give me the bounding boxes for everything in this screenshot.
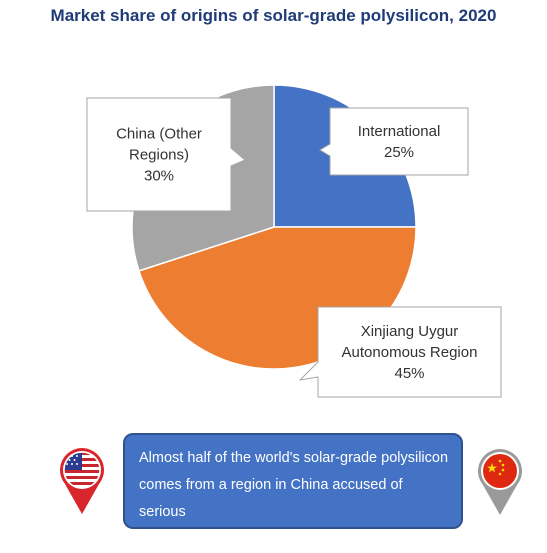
data-label-3: China (Other Regions) 30%	[86, 97, 246, 212]
pie-labels: International 25% Xinjiang Uygur Autonomous…	[86, 97, 502, 398]
summary-callout: Almost half of the world's solar-grade p…	[123, 433, 463, 547]
label-box-3	[86, 97, 246, 212]
data-label-1: International 25%	[319, 107, 469, 176]
label-box-2	[298, 306, 502, 398]
data-label-2: Xinjiang Uygur Autonomous Region 45%	[298, 306, 502, 398]
label-line-3-3: 30%	[144, 168, 174, 185]
label-line-2-1: Xinjiang Uygur	[361, 323, 459, 340]
label-line-1-2: 25%	[384, 144, 414, 161]
pie-chart: International 25% Xinjiang Uygur Autonomous…	[86, 84, 502, 398]
label-line-3-2: Regions)	[129, 147, 189, 164]
callout-line-3: human rights abuses	[139, 531, 274, 547]
chart-title: Market share of origins of solar-grade p…	[50, 6, 497, 25]
label-line-2-2: Autonomous Region	[342, 344, 478, 361]
label-box-1	[319, 107, 469, 176]
callout-line-1: Almost half of the world's solar-grade p…	[139, 450, 449, 466]
label-line-3-1: China (Other	[116, 126, 202, 143]
label-line-1-1: International	[358, 123, 441, 140]
label-line-2-3: 45%	[394, 365, 424, 382]
us-flag-map-pin-icon	[57, 446, 107, 516]
china-flag-map-pin-icon	[475, 447, 525, 517]
callout-line-2: comes from a region in China accused of …	[139, 477, 403, 520]
